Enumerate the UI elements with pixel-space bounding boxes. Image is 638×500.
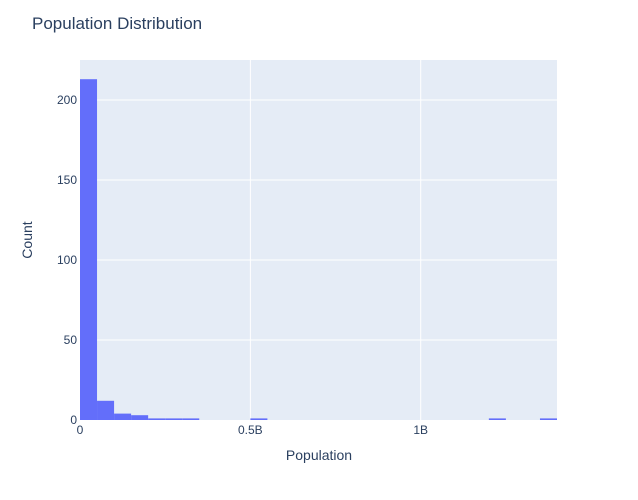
y-tick-labels: 0 50 100 150 200 xyxy=(57,93,77,427)
y-tick-label: 100 xyxy=(57,253,77,267)
histogram-bar xyxy=(148,418,166,420)
histogram-bar xyxy=(165,418,183,420)
histogram-bar xyxy=(182,418,200,420)
y-tick-label: 50 xyxy=(64,333,78,347)
bars xyxy=(80,79,557,420)
histogram-bar xyxy=(131,415,149,420)
chart-title: Population Distribution xyxy=(32,14,202,33)
histogram-bar xyxy=(114,413,132,420)
x-tick-labels: 0 0.5B 1B xyxy=(77,423,428,437)
x-axis-title: Population xyxy=(286,447,352,463)
x-tick-label: 0.5B xyxy=(238,423,263,437)
histogram-bar xyxy=(250,418,268,420)
grid-lines xyxy=(80,60,557,420)
histogram-bar xyxy=(488,418,506,420)
x-tick-label: 1B xyxy=(413,423,428,437)
plot-area xyxy=(80,60,557,420)
x-tick-label: 0 xyxy=(77,423,84,437)
y-tick-label: 0 xyxy=(70,413,77,427)
histogram-bar xyxy=(80,79,98,420)
y-axis-title: Count xyxy=(19,221,35,258)
y-tick-label: 150 xyxy=(57,173,77,187)
histogram-bar xyxy=(539,418,557,420)
histogram-bar xyxy=(97,400,115,420)
y-tick-label: 200 xyxy=(57,93,77,107)
